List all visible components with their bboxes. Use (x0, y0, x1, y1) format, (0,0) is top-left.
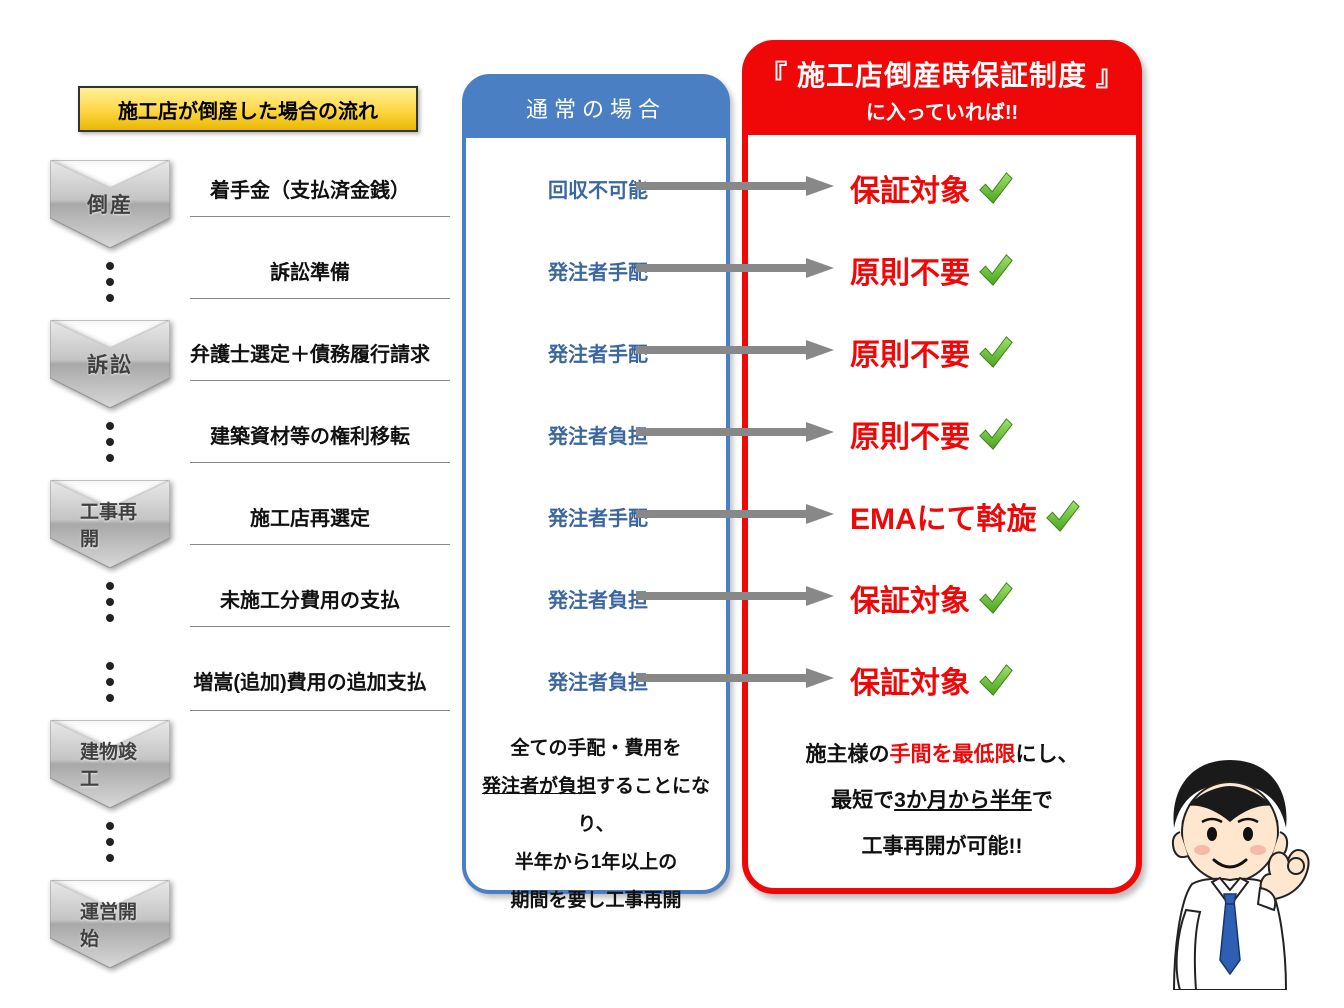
normal-summary-l4: 期間を要し工事再開 (472, 882, 720, 920)
chevron-label: 訴訟 (87, 349, 133, 379)
normal-summary-l2: 発注者が負担することになり、 (472, 768, 720, 844)
flow-dots (106, 422, 114, 462)
normal-summary-l2b: することになり、 (577, 776, 710, 835)
row-divider (190, 298, 450, 299)
row-divider (190, 544, 450, 545)
row-divider (190, 216, 450, 217)
flow-chevron: 工事再開 (50, 480, 170, 568)
guarantee-result: 原則不要 (850, 248, 1014, 292)
arrow-icon (636, 340, 834, 360)
comparison-arrow (636, 668, 834, 688)
step-label: 着手金（支払済金銭） (180, 174, 440, 203)
check-icon (976, 579, 1014, 617)
check-icon (976, 169, 1014, 207)
row-divider (190, 710, 450, 711)
chevron-label: 工事再開 (80, 497, 140, 551)
guarantee-result: 原則不要 (850, 412, 1014, 456)
flow-dots (106, 262, 114, 302)
row-divider (190, 462, 450, 463)
mascot-icon (1140, 750, 1320, 990)
arrow-icon (636, 422, 834, 442)
arrow-icon (636, 668, 834, 688)
comparison-arrow (636, 176, 834, 196)
guarantee-summary-l2: 最短で3か月から半年で (760, 778, 1124, 824)
comparison-arrow (636, 504, 834, 524)
gold-header-title: 施工店が倒産した場合の流れ (78, 86, 418, 132)
check-icon (976, 333, 1014, 371)
arrow-icon (636, 586, 834, 606)
guarantee-summary-l3: 工事再開が可能!! (760, 824, 1124, 870)
guarantee-summary-l2c: で (1032, 789, 1053, 812)
guarantee-result: EMAにて斡旋 (850, 494, 1081, 538)
flow-chevron: 建物竣工 (50, 720, 170, 808)
guarantee-title-line1: 『 施工店倒産時保証制度 』 (748, 54, 1136, 94)
guarantee-summary: 施主様の手間を最低限にし、 最短で3か月から半年で 工事再開が可能!! (760, 732, 1124, 871)
result-text: 保証対象 (850, 166, 970, 210)
check-icon (976, 415, 1014, 453)
flow-chevron: 運営開始 (50, 880, 170, 968)
chevron-label: 建物竣工 (80, 737, 140, 791)
guarantee-summary-l2a: 最短で (831, 789, 894, 812)
flow-dots (106, 662, 114, 702)
check-icon (976, 661, 1014, 699)
guarantee-result: 保証対象 (850, 658, 1014, 702)
guarantee-title-line2: に入っていれば!! (748, 96, 1136, 125)
result-text: EMAにて斡旋 (850, 494, 1037, 538)
step-label: 未施工分費用の支払 (180, 584, 440, 613)
row-divider (190, 626, 450, 627)
comparison-arrow (636, 422, 834, 442)
arrow-icon (636, 176, 834, 196)
step-label: 建築資材等の権利移転 (180, 420, 440, 449)
normal-summary: 全ての手配・費用を 発注者が負担することになり、 半年から1年以上の 期間を要し… (472, 730, 720, 920)
guarantee-panel-header: 『 施工店倒産時保証制度 』 に入っていれば!! (748, 46, 1136, 135)
guarantee-summary-l2b: 3か月から半年 (894, 789, 1032, 812)
arrow-icon (636, 258, 834, 278)
result-text: 保証対象 (850, 576, 970, 620)
guarantee-summary-l1b: 手間を最低限 (890, 743, 1016, 766)
step-label: 増嵩(追加)費用の追加支払 (180, 666, 440, 695)
normal-panel-title: 通常の場合 (526, 97, 666, 122)
flow-dots (106, 582, 114, 622)
normal-panel-header: 通常の場合 (466, 78, 726, 138)
flow-dots (106, 822, 114, 862)
chevron-label: 倒産 (87, 189, 133, 219)
step-label: 訴訟準備 (180, 256, 440, 285)
result-text: 原則不要 (850, 248, 970, 292)
guarantee-summary-l1: 施主様の手間を最低限にし、 (760, 732, 1124, 778)
guarantee-result: 原則不要 (850, 330, 1014, 374)
step-label: 弁護士選定＋債務履行請求 (180, 338, 440, 367)
flow-chevron: 訴訟 (50, 320, 170, 408)
result-text: 原則不要 (850, 412, 970, 456)
normal-summary-l3: 半年から1年以上の (472, 844, 720, 882)
guarantee-summary-l1c: にし、 (1016, 743, 1079, 766)
comparison-arrow (636, 340, 834, 360)
chevron-label: 運営開始 (80, 897, 140, 951)
flow-chevron: 倒産 (50, 160, 170, 248)
normal-summary-l1: 全ての手配・費用を (472, 730, 720, 768)
comparison-arrow (636, 258, 834, 278)
result-text: 原則不要 (850, 330, 970, 374)
normal-summary-l2a: 発注者が負担 (482, 776, 596, 797)
guarantee-result: 保証対象 (850, 166, 1014, 210)
comparison-arrow (636, 586, 834, 606)
row-divider (190, 380, 450, 381)
guarantee-summary-l1a: 施主様の (806, 743, 890, 766)
check-icon (1043, 497, 1081, 535)
guarantee-result: 保証対象 (850, 576, 1014, 620)
arrow-icon (636, 504, 834, 524)
mascot-character (1140, 750, 1320, 990)
step-label: 施工店再選定 (180, 502, 440, 531)
check-icon (976, 251, 1014, 289)
header-title-text: 施工店が倒産した場合の流れ (118, 95, 378, 124)
result-text: 保証対象 (850, 658, 970, 702)
